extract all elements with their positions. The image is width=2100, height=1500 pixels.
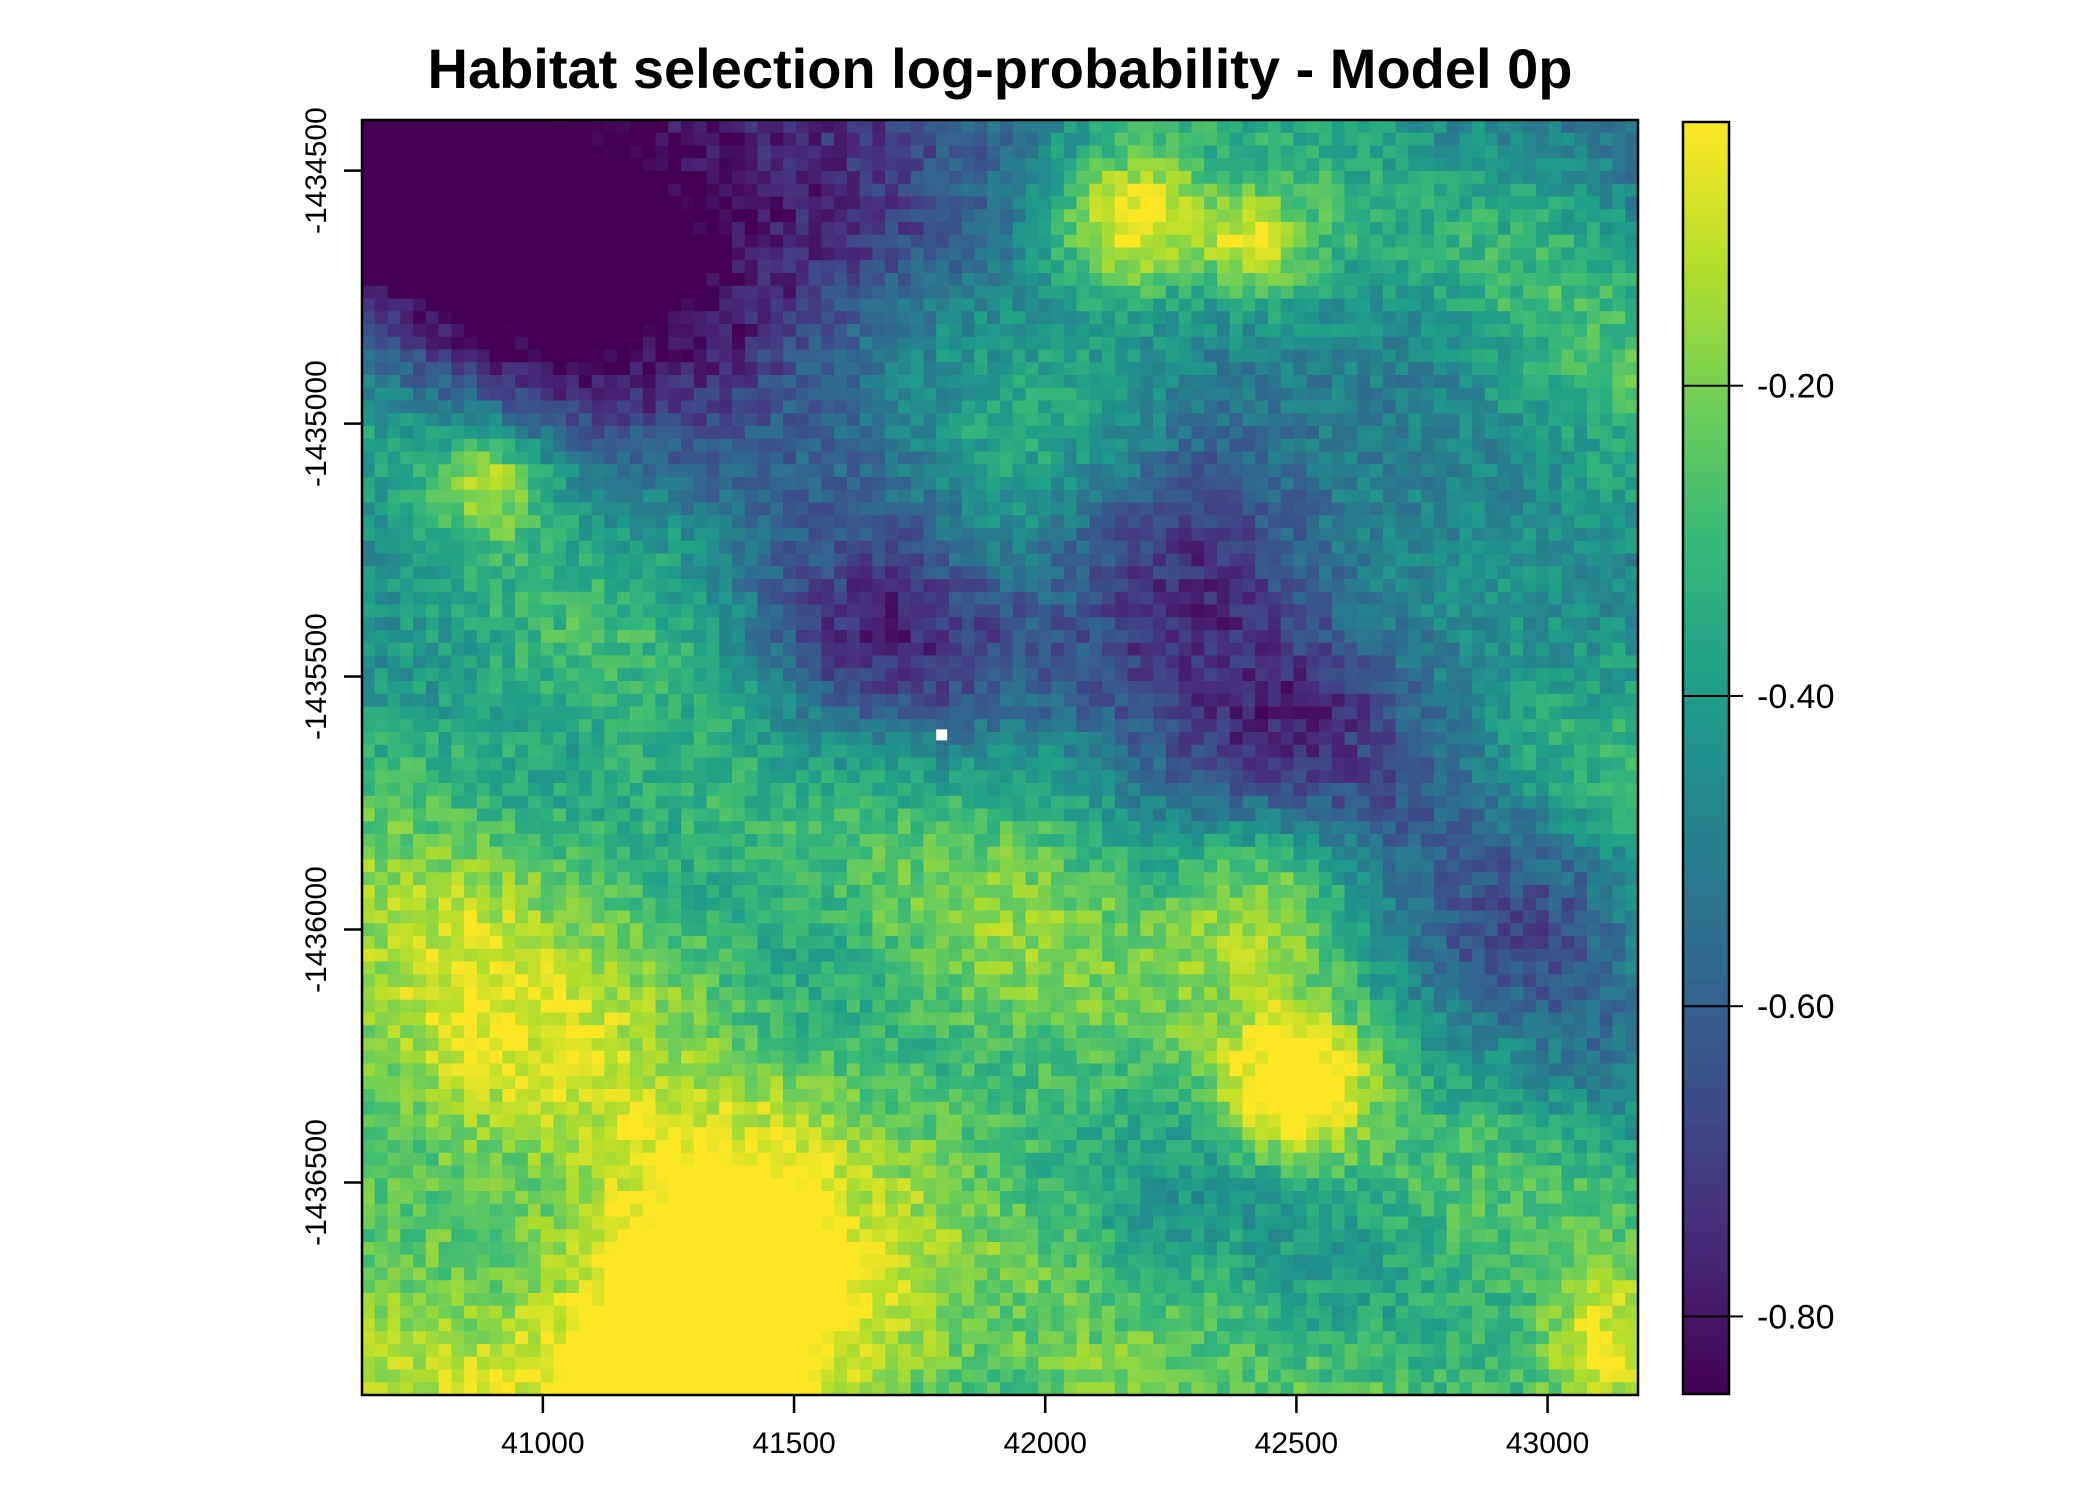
x-tick-label: 42000 <box>1003 1427 1086 1460</box>
y-tick-label: -1434500 <box>300 107 333 234</box>
x-tick-label: 42500 <box>1255 1427 1338 1460</box>
colorbar-tick-label: -0.60 <box>1757 988 1835 1026</box>
plot-frame <box>360 118 1640 1397</box>
x-tick-label: 43000 <box>1506 1427 1589 1460</box>
y-tick-label: -1435000 <box>300 360 333 487</box>
colorbar-axis: -0.20 -0.40 -0.60 -0.80 <box>1683 368 1835 1336</box>
y-axis: -1434500 -1435000 -1435500 -1436000 -1436500 <box>300 107 362 1246</box>
chart-title: Habitat selection log-probability - Mode… <box>428 37 1573 100</box>
colorbar-frame <box>1681 120 1731 1396</box>
x-tick-label: 41500 <box>752 1427 835 1460</box>
x-tick-label: 41000 <box>501 1427 584 1460</box>
colorbar-tick-label: -0.40 <box>1757 678 1835 716</box>
colorbar <box>1683 122 1729 1395</box>
colorbar-tick-label: -0.80 <box>1757 1298 1835 1336</box>
heatmap-raster <box>362 120 1639 1396</box>
x-axis: 41000 41500 42000 42500 43000 <box>501 1395 1589 1460</box>
colorbar-tick-label: -0.20 <box>1757 368 1835 406</box>
y-tick-label: -1435500 <box>300 613 333 740</box>
y-tick-label: -1436500 <box>300 1119 333 1246</box>
y-tick-label: -1436000 <box>300 866 333 993</box>
